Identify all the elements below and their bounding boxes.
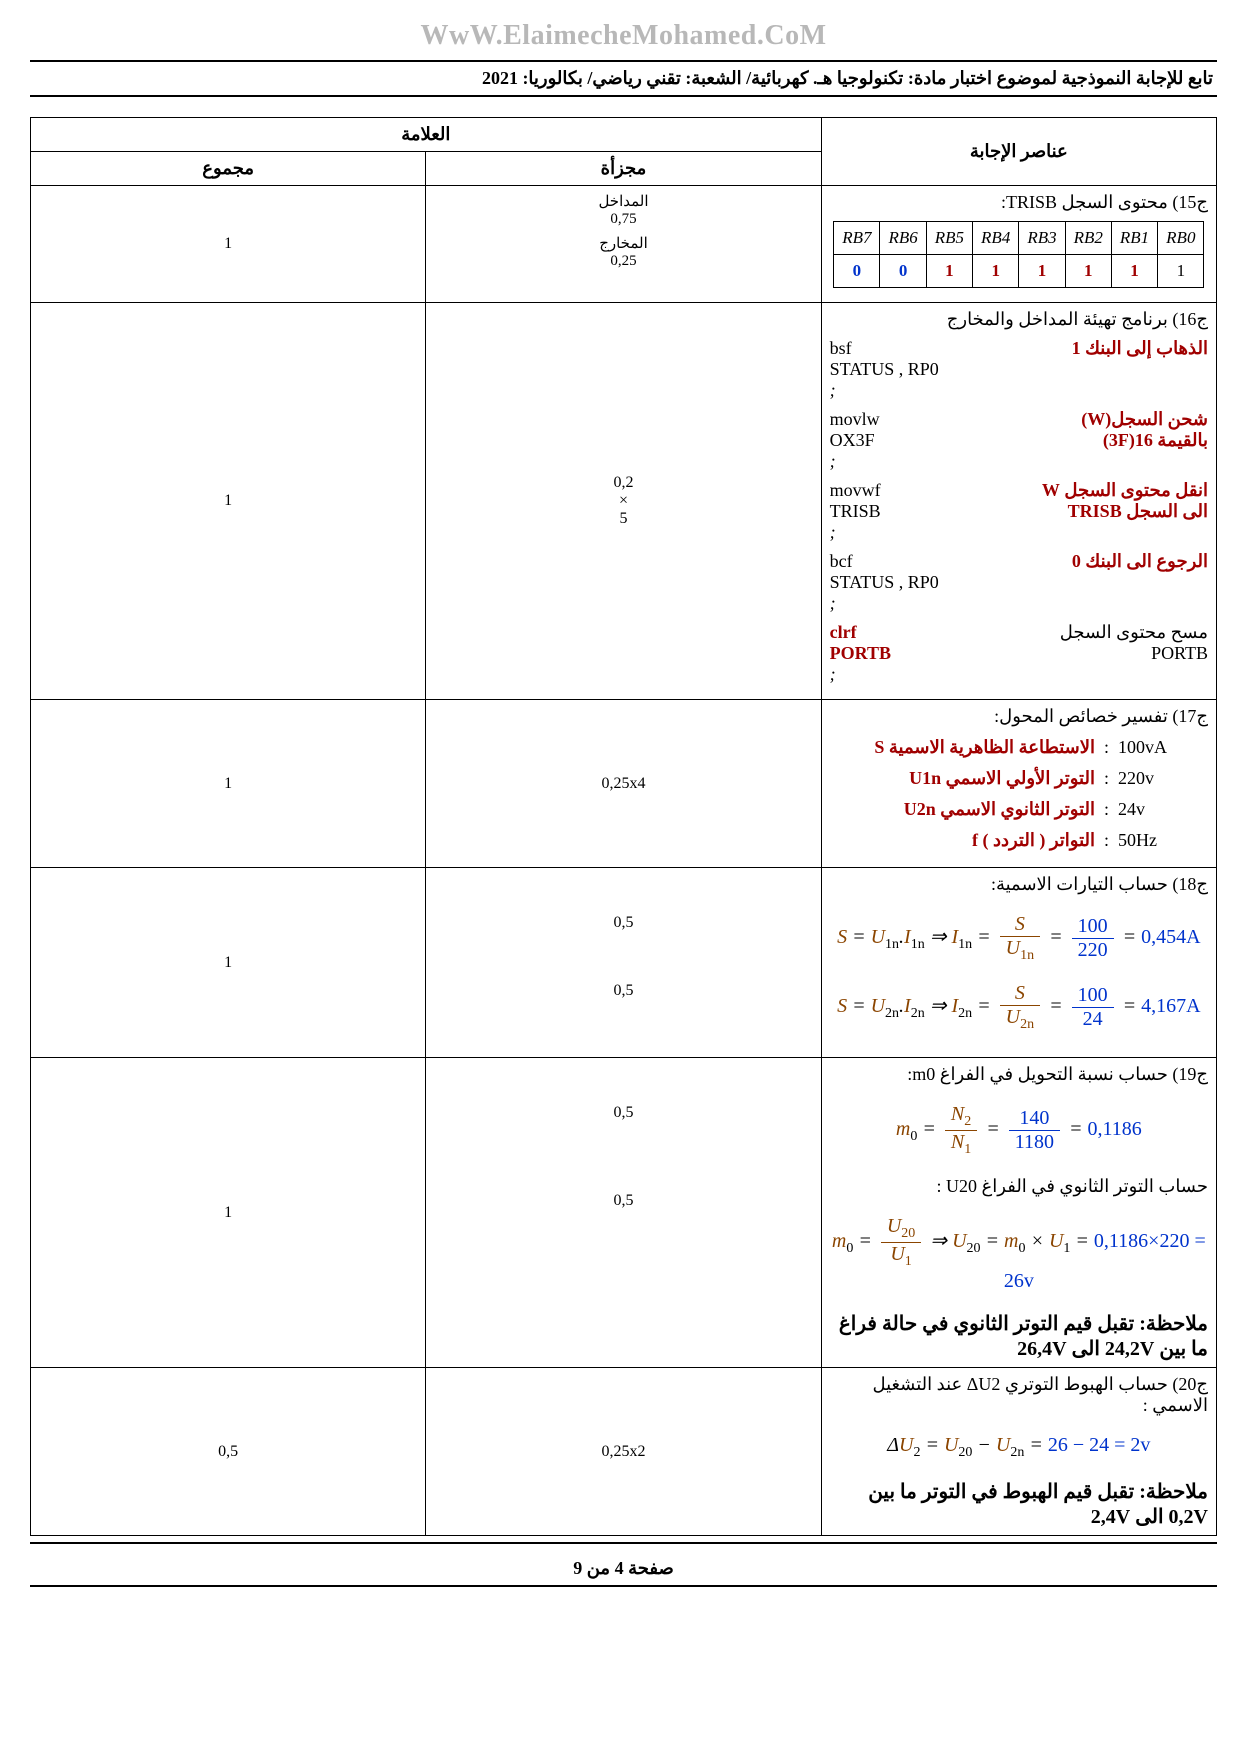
q19-p2: 0,5 <box>434 1192 812 1210</box>
q17-content: ج17) تفسير خصائص المحول: 100vA : الاستطا… <box>821 700 1216 868</box>
q19-note: ملاحظة: تقبل قيم التوتر الثانوي في حالة … <box>830 1311 1208 1361</box>
q19-title: ج19) حساب نسبة التحويل في الفراغ m0: <box>830 1064 1208 1085</box>
reg-value: 0 <box>834 255 880 288</box>
q16-total: 1 <box>31 303 426 700</box>
q18-content: ج18) حساب التيارات الاسمية: S = U1n.I1n … <box>821 868 1216 1058</box>
q18-p2: 0,5 <box>434 982 812 1000</box>
char-line: 100vA : الاستطاعة الظاهرية الاسمية S <box>830 737 1208 758</box>
reg-header: RB3 <box>1019 222 1065 255</box>
q19-eq1: m0 = N2N1 = 1401180 = 0,1186 <box>830 1103 1208 1158</box>
q17-total: 1 <box>31 700 426 868</box>
q18-eq2: S = U2n.I2n ⇒ I2n = SU2n = 10024 = 4,167… <box>830 982 1208 1033</box>
reg-value: 0 <box>880 255 926 288</box>
reg-value: 1 <box>1158 255 1204 288</box>
code-left: movlwOX3F; <box>830 409 1012 472</box>
q15-partial: المداخل 0,75 المخارج 0,25 <box>426 186 821 303</box>
char-line: 220v : التوتر الأولي الاسمي U1n <box>830 768 1208 789</box>
q20-note: ملاحظة: تقبل قيم الهبوط في التوتر ما بين… <box>830 1479 1208 1529</box>
col-total: مجموع <box>31 152 426 186</box>
col-elements: عناصر الإجابة <box>821 118 1216 186</box>
reg-value: 1 <box>1019 255 1065 288</box>
code-line: bsfSTATUS , RP0; الذهاب إلى البنك 1 <box>830 338 1208 401</box>
page-header: تابع للإجابة النموذجية لموضوع اختبار ماد… <box>30 60 1217 97</box>
q18-p1: 0,5 <box>434 914 812 932</box>
q18-eq1-den: 220 <box>1072 939 1114 962</box>
q18-eq2-res: 4,167A <box>1141 995 1200 1017</box>
col-partial: مجزأة <box>426 152 821 186</box>
q18-partial: 0,5 0,5 <box>426 868 821 1058</box>
reg-header: RB4 <box>973 222 1019 255</box>
reg-header: RB5 <box>926 222 972 255</box>
page-footer: صفحة 4 من 9 <box>30 1558 1217 1579</box>
q15-title: ج15) محتوى السجل TRISB: <box>830 192 1208 213</box>
q18-title: ج18) حساب التيارات الاسمية: <box>830 874 1208 895</box>
q19-partial: 0,5 0,5 <box>426 1058 821 1368</box>
q15-p-val-a: 0,75 <box>610 211 636 228</box>
q19-total: 1 <box>31 1058 426 1368</box>
code-comment: انقل محتوى السجل W الى السجل TRISB <box>1026 480 1208 522</box>
watermark-text: WwW.ElaimecheMohamed.CoM <box>30 20 1217 52</box>
reg-value: 1 <box>926 255 972 288</box>
q15-content: ج15) محتوى السجل TRISB: RB7RB6RB5RB4RB3R… <box>821 186 1216 303</box>
q19-eq1-num: 140 <box>1009 1107 1060 1131</box>
trisb-table: RB7RB6RB5RB4RB3RB2RB1RB0 00111111 <box>833 221 1204 288</box>
reg-value: 1 <box>973 255 1019 288</box>
q19-content: ج19) حساب نسبة التحويل في الفراغ m0: m0 … <box>821 1058 1216 1368</box>
reg-header: RB2 <box>1065 222 1111 255</box>
code-left: bcfSTATUS , RP0; <box>830 551 1012 614</box>
q15-p-label-a: المداخل <box>598 192 648 211</box>
col-mark: العلامة <box>31 118 822 152</box>
q20-total: 0,5 <box>31 1368 426 1536</box>
q20-eq-calc: 26 − 24 = 2v <box>1048 1434 1151 1456</box>
q18-eq2-den: 24 <box>1072 1008 1114 1031</box>
code-comment: شحن السجل(W) بالقيمة 16(3F) <box>1026 409 1208 451</box>
code-line: movlwOX3F; شحن السجل(W) بالقيمة 16(3F) <box>830 409 1208 472</box>
q18-total: 1 <box>31 868 426 1058</box>
code-comment: الرجوع الى البنك 0 <box>1026 551 1208 572</box>
char-line: 24v : التوتر الثانوي الاسمي U2n <box>830 799 1208 820</box>
q17-partial: 0,25x4 <box>426 700 821 868</box>
code-line: clrfPORTB; مسح محتوى السجل PORTB <box>830 622 1208 685</box>
q19-eq2-calc: 0,1186×220 = 26v <box>1004 1230 1206 1292</box>
q18-eq1-num: 100 <box>1072 915 1114 939</box>
q19-subtitle: حساب التوتر الثانوي في الفراغ U20 : <box>830 1176 1208 1197</box>
char-line: 50Hz : التواتر ( التردد ) f <box>830 830 1208 851</box>
q19-p1: 0,5 <box>434 1104 812 1122</box>
reg-header: RB0 <box>1158 222 1204 255</box>
q19-eq2: m0 = U20U1 ⇒ U20 = m0 × U1 = 0,1186×220 … <box>830 1215 1208 1293</box>
q18-eq1: S = U1n.I1n ⇒ I1n = SU1n = 100220 = 0,45… <box>830 913 1208 964</box>
q20-eq: ΔU2 = U20 − U2n = 26 − 24 = 2v <box>830 1434 1208 1461</box>
q16-title: ج16) برنامج تهيئة المداخل والمخارج <box>830 309 1208 330</box>
q17-title: ج17) تفسير خصائص المحول: <box>830 706 1208 727</box>
code-comment: الذهاب إلى البنك 1 <box>1026 338 1208 359</box>
reg-header: RB6 <box>880 222 926 255</box>
code-left: clrfPORTB; <box>830 622 1012 685</box>
code-comment: مسح محتوى السجل PORTB <box>1026 622 1208 664</box>
q16-partial: 0,2 × 5 <box>426 303 821 700</box>
code-left: movwfTRISB; <box>830 480 1012 543</box>
q16-content: ج16) برنامج تهيئة المداخل والمخارج bsfST… <box>821 303 1216 700</box>
q20-title: ج20) حساب الهبوط التوتري ΔU2 عند التشغيل… <box>830 1374 1208 1416</box>
footer-divider <box>30 1542 1217 1544</box>
reg-value: 1 <box>1065 255 1111 288</box>
reg-header: RB1 <box>1111 222 1157 255</box>
q19-eq1-den: 1180 <box>1009 1131 1060 1154</box>
code-line: movwfTRISB; انقل محتوى السجل W الى السجل … <box>830 480 1208 543</box>
q15-p-val-b: 0,25 <box>610 253 636 270</box>
reg-header: RB7 <box>834 222 880 255</box>
q20-partial: 0,25x2 <box>426 1368 821 1536</box>
code-line: bcfSTATUS , RP0; الرجوع الى البنك 0 <box>830 551 1208 614</box>
q18-eq2-num: 100 <box>1072 984 1114 1008</box>
q19-eq1-res: 0,1186 <box>1087 1118 1141 1140</box>
answer-table: العلامة عناصر الإجابة مجموع مجزأة 1 المد… <box>30 117 1217 1536</box>
q18-eq1-res: 0,454A <box>1141 926 1200 948</box>
code-left: bsfSTATUS , RP0; <box>830 338 1012 401</box>
q20-content: ج20) حساب الهبوط التوتري ΔU2 عند التشغيل… <box>821 1368 1216 1536</box>
footer-divider-2 <box>30 1585 1217 1587</box>
reg-value: 1 <box>1111 255 1157 288</box>
q15-p-label-b: المخارج <box>599 234 648 253</box>
q15-total: 1 <box>31 186 426 303</box>
